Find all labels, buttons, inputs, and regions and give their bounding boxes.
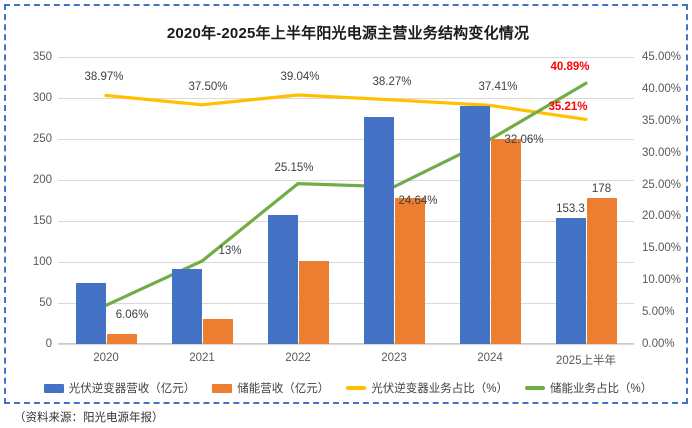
y-axis-right-tick: 15.00% bbox=[642, 242, 682, 255]
chart-title: 2020年-2025年上半年阳光电源主营业务结构变化情况 bbox=[166, 25, 530, 42]
y-axis-left-tick: 150 bbox=[32, 215, 52, 227]
y-axis-left-tick: 250 bbox=[32, 133, 52, 145]
line-data-label: 37.50% bbox=[188, 80, 228, 93]
line-data-label: 38.27% bbox=[372, 75, 412, 88]
bar bbox=[586, 198, 617, 344]
legend-item[interactable]: 储能营收（亿元） bbox=[212, 380, 329, 396]
line-data-label: 37.41% bbox=[478, 81, 518, 94]
line-series bbox=[104, 93, 588, 122]
line-series bbox=[104, 81, 588, 307]
x-axis-tick: 2022 bbox=[285, 352, 311, 364]
y-axis-left-tick: 50 bbox=[39, 297, 52, 309]
bar bbox=[555, 218, 586, 344]
line-data-label: 32.06% bbox=[504, 133, 544, 146]
gridline bbox=[58, 221, 634, 222]
legend-item[interactable]: 光伏逆变器营收（亿元） bbox=[43, 380, 196, 396]
y-axis-right-tick: 0.00% bbox=[642, 338, 675, 350]
bar bbox=[490, 139, 521, 344]
source-note: （资料来源：阳光电源年报） bbox=[14, 412, 164, 424]
y-axis-left-tick: 350 bbox=[32, 51, 52, 63]
legend-label: 储能业务占比（%） bbox=[550, 383, 653, 395]
x-axis-tick: 2021 bbox=[189, 352, 215, 364]
bar-data-label: 153.3 bbox=[556, 203, 585, 216]
plot-area: 153.3 178 38.97% 37.50% 39.04% 38.27% 37.41% 35… bbox=[58, 57, 634, 345]
line-data-label: 38.97% bbox=[84, 71, 124, 84]
y-axis-left-tick: 100 bbox=[32, 256, 52, 268]
bar bbox=[202, 318, 233, 344]
gridline bbox=[58, 303, 634, 304]
legend-item[interactable]: 储能业务占比（%） bbox=[525, 380, 652, 396]
gridline bbox=[58, 57, 634, 58]
legend-label: 储能营收（亿元） bbox=[237, 383, 330, 395]
line-data-label: 24.64% bbox=[398, 194, 438, 207]
bar bbox=[298, 261, 329, 344]
line-data-label: 13% bbox=[218, 245, 242, 258]
bar bbox=[171, 268, 202, 344]
axis-baseline bbox=[58, 343, 634, 344]
gridline bbox=[58, 344, 634, 345]
line-series-layer bbox=[104, 81, 588, 307]
bar bbox=[75, 282, 106, 344]
bar bbox=[394, 198, 425, 344]
bar bbox=[363, 116, 394, 344]
line-data-label: 6.06% bbox=[115, 309, 149, 322]
bar bbox=[267, 215, 298, 344]
x-axis-tick: 2023 bbox=[381, 352, 407, 364]
bar bbox=[459, 106, 490, 344]
y-axis-right-tick: 25.00% bbox=[642, 178, 682, 191]
gridline bbox=[58, 139, 634, 140]
legend-bar-swatch bbox=[43, 383, 64, 393]
y-axis-right-tick: 45.00% bbox=[642, 51, 682, 63]
chart-frame: 2020年-2025年上半年阳光电源主营业务结构变化情况 153.3 178 38.… bbox=[4, 4, 688, 404]
x-axis-tick: 2024 bbox=[477, 352, 503, 364]
x-axis-tick: 2020 bbox=[93, 352, 119, 364]
y-axis-right-tick: 30.00% bbox=[642, 146, 682, 159]
line-data-label: 25.15% bbox=[274, 161, 314, 174]
gridline bbox=[58, 262, 634, 263]
y-axis-left-tick: 200 bbox=[32, 174, 52, 186]
line-data-label: 39.04% bbox=[280, 71, 320, 83]
y-axis-right-tick: 10.00% bbox=[642, 274, 682, 287]
line-data-label: 35.21% bbox=[548, 101, 588, 114]
y-axis-right-tick: 20.00% bbox=[642, 210, 682, 223]
y-axis-right-tick: 40.00% bbox=[642, 82, 682, 95]
legend-label: 光伏逆变器营收（亿元） bbox=[68, 383, 196, 395]
y-axis-left-tick: 0 bbox=[45, 338, 52, 350]
legend-line-swatch bbox=[346, 386, 367, 390]
legend-bar-swatch bbox=[212, 383, 233, 393]
legend-label: 光伏逆变器业务占比（%） bbox=[371, 383, 508, 395]
gridline bbox=[58, 180, 634, 181]
y-axis-right-tick: 5.00% bbox=[642, 306, 675, 319]
x-axis-tick: 2025上半年 bbox=[555, 355, 617, 367]
legend-line-swatch bbox=[525, 386, 545, 390]
chart-legend: 光伏逆变器营收（亿元） 储能营收（亿元） 光伏逆变器业务占比（%） 储能业务占比（%） bbox=[6, 380, 690, 396]
bar-data-label: 178 bbox=[591, 183, 612, 196]
y-axis-right-tick: 35.00% bbox=[642, 114, 682, 127]
y-axis-left-tick: 300 bbox=[32, 92, 52, 104]
line-data-label: 40.89% bbox=[550, 61, 590, 74]
bar bbox=[106, 334, 137, 344]
legend-item[interactable]: 光伏逆变器业务占比（%） bbox=[346, 380, 508, 396]
